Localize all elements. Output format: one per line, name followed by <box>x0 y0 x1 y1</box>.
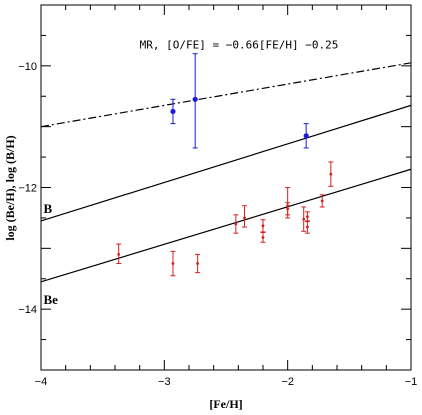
data-point-be <box>285 202 291 216</box>
data-point-b <box>192 53 198 149</box>
data-point-be <box>233 214 239 234</box>
data-point-be <box>195 253 201 274</box>
y-tick-label: −12 <box>18 183 37 195</box>
x-axis-title: [Fe/H] <box>209 397 242 411</box>
marker <box>192 96 198 102</box>
line-label: Be <box>43 292 58 307</box>
data-points <box>116 53 334 277</box>
marker <box>243 216 246 220</box>
model-line-mr <box>40 62 412 128</box>
model-line-be <box>40 168 412 283</box>
marker <box>302 217 306 221</box>
x-tick-label: −3 <box>158 376 171 388</box>
data-point-b <box>170 98 176 125</box>
x-tick-label: −4 <box>35 376 48 388</box>
data-point-be <box>260 219 266 233</box>
axis-ticks: −4 −3 −2 −1 −10 −12 −14 <box>18 4 418 388</box>
data-point-b <box>303 123 309 149</box>
marker <box>320 199 324 203</box>
marker <box>306 225 309 229</box>
data-point-be <box>170 250 176 277</box>
data-point-be <box>242 205 247 228</box>
model-lines <box>40 62 412 283</box>
marker <box>286 207 290 211</box>
y-tick-label: −10 <box>18 61 37 73</box>
data-point-be <box>301 206 307 232</box>
marker <box>261 235 265 239</box>
marker <box>117 253 121 256</box>
y-axis-title: log (Be/H), log (B/H) <box>3 135 17 240</box>
x-tick-label: −2 <box>281 376 294 388</box>
marker <box>303 133 309 139</box>
data-point-be <box>116 243 122 265</box>
data-point-be <box>319 194 325 208</box>
marker <box>171 262 175 265</box>
x-tick-label: −1 <box>405 376 418 388</box>
marker <box>329 172 333 176</box>
data-point-be <box>260 232 266 243</box>
model-line-b <box>40 104 412 222</box>
marker <box>261 224 265 228</box>
marker <box>234 222 238 226</box>
marker <box>196 262 200 265</box>
line-label: B <box>43 201 52 216</box>
data-point-be <box>328 161 334 187</box>
y-tick-label: −14 <box>18 304 37 316</box>
marker <box>170 108 176 115</box>
data-point-be <box>304 211 310 223</box>
plot-frame <box>40 4 412 371</box>
annotation-text: MR, [O/FE] = −0.66[FE/H] −0.25 <box>140 39 339 52</box>
chart-labels: MR, [O/FE] = −0.66[FE/H] −0.25 B Be <box>43 39 339 307</box>
marker <box>306 215 309 219</box>
